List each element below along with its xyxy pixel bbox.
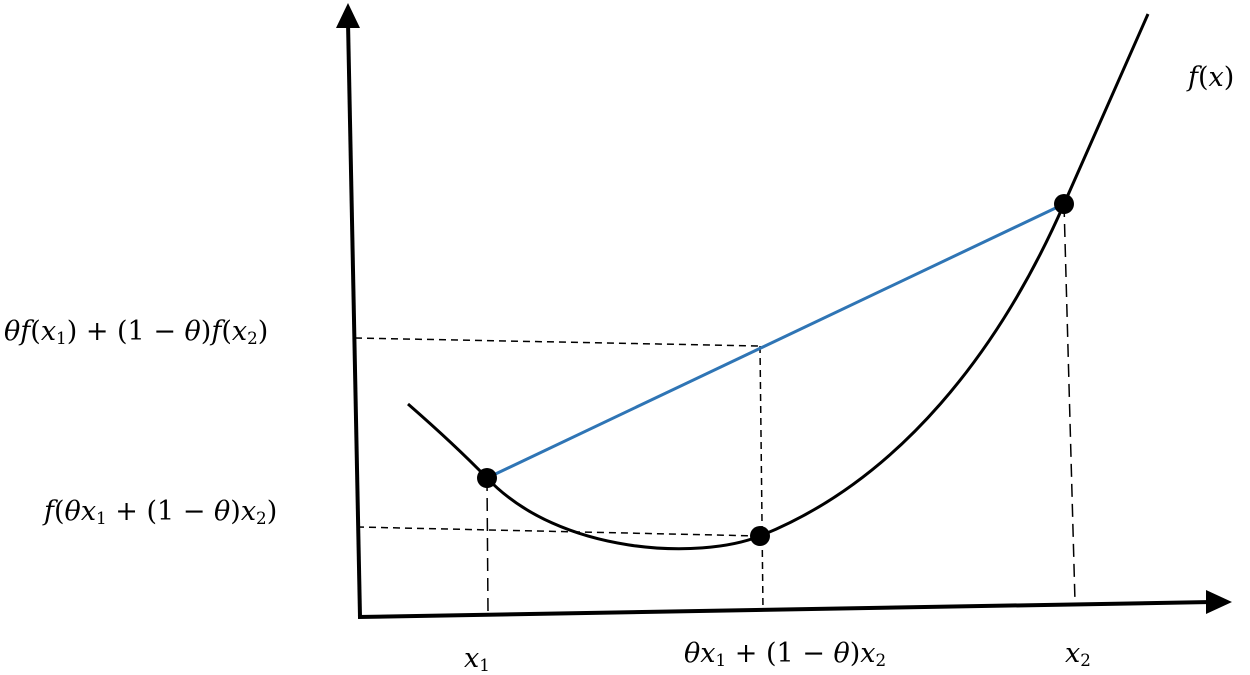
xm-theta: θ <box>684 638 701 669</box>
x1-sub: 1 <box>479 655 490 675</box>
yc-x2: x <box>231 316 248 347</box>
guide-lines <box>354 203 1076 613</box>
fx-close: ) <box>1223 62 1235 93</box>
yc-x1: x <box>40 316 57 347</box>
yc-theta: θ <box>4 316 21 347</box>
y-axis-arrowhead <box>336 3 360 28</box>
yf-p2: + (1 − <box>106 496 214 527</box>
point-x1 <box>477 468 497 488</box>
xm-theta2: θ <box>833 638 850 669</box>
xm-sub2: 2 <box>875 650 887 671</box>
yc-f2: f <box>211 316 222 347</box>
fx-x: x <box>1208 62 1224 93</box>
point-x2 <box>1054 194 1074 214</box>
chord-line <box>486 202 1065 480</box>
yc-p3: ) <box>200 316 212 347</box>
fx-open: ( <box>1198 62 1209 93</box>
y-label-chord-value: θf(x1) + (1 − θ)f(x2) <box>4 318 268 347</box>
convex-curve <box>407 13 1150 551</box>
yc-p4: ( <box>221 316 232 347</box>
yf-theta: θ <box>64 496 81 527</box>
yf-x2: x <box>240 496 257 527</box>
x-label-x2: x2 <box>1065 640 1091 669</box>
yc-p1: ( <box>30 316 41 347</box>
x2-sub: 2 <box>1080 650 1091 671</box>
x-label-combination: θx1 + (1 − θ)x2 <box>684 640 886 669</box>
yf-p4: ) <box>266 496 278 527</box>
xm-x2: x <box>860 638 876 669</box>
x-axis <box>357 600 1213 619</box>
y-axis <box>346 21 362 618</box>
yc-p5: ) <box>257 316 269 347</box>
fx-f: f <box>1188 62 1198 93</box>
yf-theta2: θ <box>214 496 231 527</box>
yf-p1: ( <box>54 496 65 527</box>
curve-label: f(x) <box>1188 64 1234 91</box>
guide-x2-vertical <box>1063 203 1076 603</box>
yc-f1: f <box>20 316 31 347</box>
yf-f: f <box>44 496 54 527</box>
yf-x1: x <box>80 496 97 527</box>
x2-x: x <box>1065 638 1081 669</box>
yf-p3: ) <box>230 496 241 527</box>
yc-p2: ) + (1 − <box>66 316 185 347</box>
xm-x: x <box>700 638 716 669</box>
xm-op1: + (1 − <box>726 638 834 669</box>
x-axis-arrowhead <box>1206 590 1232 614</box>
yf-s2: 2 <box>256 508 267 529</box>
point-xmid <box>750 526 770 546</box>
xm-op2: ) <box>849 638 861 669</box>
xm-sub1: 1 <box>715 650 727 671</box>
guide-chord-horizontal <box>354 337 761 347</box>
x1-x: x <box>464 643 480 674</box>
guide-xmid-vertical <box>759 345 764 611</box>
guide-curve-horizontal <box>356 526 761 537</box>
guide-x1-vertical <box>486 477 489 613</box>
x-label-x1: x1 <box>464 645 490 674</box>
yc-s1: 1 <box>56 328 67 349</box>
yc-theta2: θ <box>184 316 201 347</box>
y-label-function-value: f(θx1 + (1 − θ)x2) <box>44 498 277 527</box>
yf-s1: 1 <box>96 508 107 529</box>
yc-s2: 2 <box>247 328 258 349</box>
